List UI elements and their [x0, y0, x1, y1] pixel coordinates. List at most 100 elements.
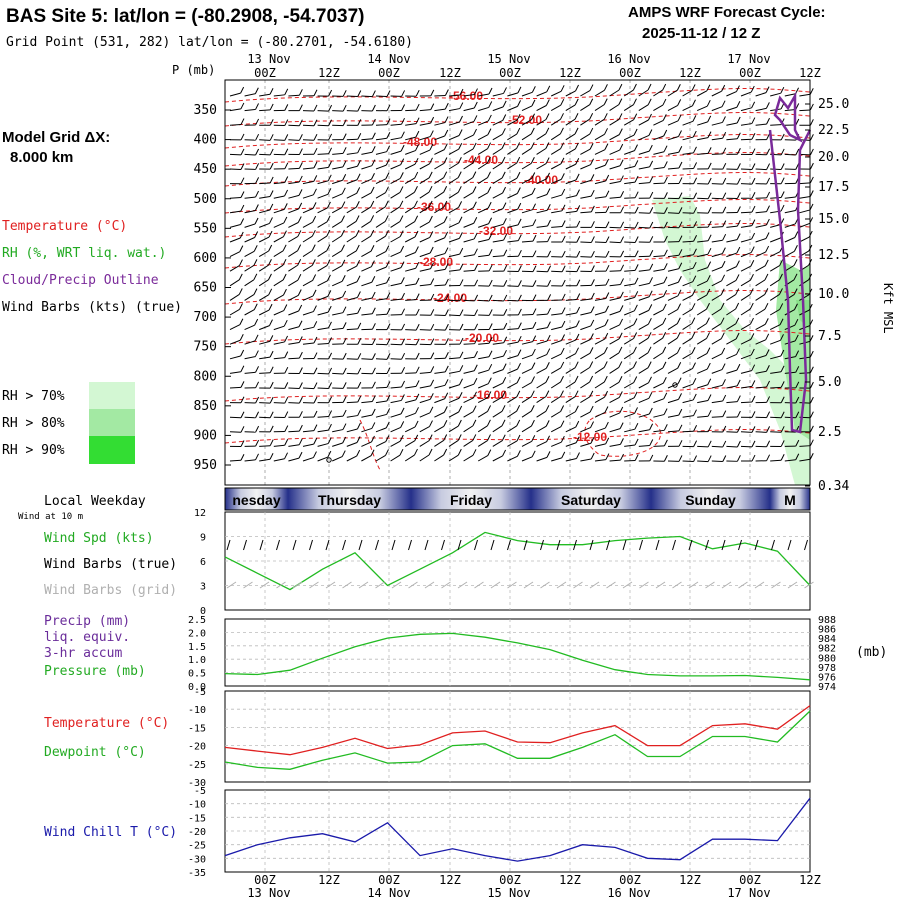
- wind-barb: [434, 253, 446, 258]
- wind-barb-flag: [414, 171, 419, 179]
- precip-y-tick: 0.0: [188, 682, 206, 693]
- wind-barb-flag: [269, 217, 273, 224]
- wind-barb: [565, 339, 577, 345]
- wind-barb-flag: [589, 347, 594, 354]
- wind-barb: [697, 152, 709, 155]
- true-wind-barb: [606, 539, 610, 551]
- wind-barb-flag: [517, 265, 522, 272]
- pressure-y-tick: 988: [818, 615, 836, 626]
- wind-barb: [536, 367, 547, 374]
- wind-barb: [346, 138, 358, 141]
- wind-barb-flag: [371, 435, 375, 443]
- wind-barb-flag: [371, 172, 375, 180]
- wind-barb-flag: [648, 113, 652, 121]
- wind-barb-flag: [282, 273, 287, 281]
- wind-barb: [682, 105, 693, 112]
- wind-barb: [536, 340, 548, 345]
- bottom-hour-label: 00Z: [378, 873, 400, 887]
- wind-barb-flag: [239, 245, 244, 252]
- wind-barb-flag: [648, 392, 653, 399]
- wind-barb-flag: [268, 303, 273, 311]
- wind-barb-flag: [707, 394, 712, 401]
- temperature-contour-label: -28.00: [419, 255, 453, 269]
- wind-barb-flag: [736, 348, 740, 355]
- wind-barb-flag: [340, 229, 345, 237]
- pressure-tick-label: 800: [194, 369, 217, 384]
- grid-wind-barb: [490, 581, 501, 589]
- wind-barb-flag: [370, 449, 375, 456]
- wind-barb-flag: [386, 381, 391, 388]
- wind-barb-flag: [401, 90, 406, 97]
- true-wind-barb: [507, 539, 511, 551]
- wind-barb-flag: [297, 289, 302, 296]
- bottom-hour-label: 12Z: [318, 873, 340, 887]
- wind-barb-flag: [678, 262, 683, 269]
- wind-barb: [244, 279, 255, 287]
- wind-barb-flag: [649, 439, 654, 446]
- wind-barb: [521, 410, 532, 418]
- precip-label-1: Precip (mm): [44, 614, 130, 629]
- wind-barb-flag: [766, 148, 771, 156]
- precip-y-tick: 1.5: [188, 642, 206, 653]
- wind-barb-flag: [620, 221, 625, 229]
- wind-barb-flag: [706, 274, 711, 282]
- wind-barb-flag: [357, 322, 362, 330]
- wind-barb-flag: [561, 279, 566, 287]
- wind-barb-flag: [386, 292, 391, 299]
- wind-barb-flag: [722, 233, 727, 241]
- wind-barb-flag: [342, 90, 347, 97]
- wind-barb: [682, 383, 694, 389]
- wind-barb: [448, 191, 459, 199]
- wind-barb-flag: [487, 186, 492, 193]
- wind-barb-flag: [487, 128, 492, 135]
- wind-barb-flag: [766, 133, 771, 140]
- wind-barb: [726, 385, 738, 389]
- wind-barb-flag: [575, 347, 579, 354]
- wind-barb: [346, 250, 357, 258]
- wind-barb-flag: [677, 114, 682, 122]
- wind-barb: [317, 207, 328, 214]
- wind-barb: [580, 458, 592, 462]
- wind-barb: [404, 426, 416, 433]
- wind-barb: [492, 192, 503, 199]
- wind-barb-flag: [472, 434, 477, 441]
- wind-barb: [419, 177, 430, 185]
- wind-barb-flag: [795, 350, 800, 357]
- wind-barb: [332, 166, 344, 170]
- wind-barb-flag: [736, 395, 741, 402]
- pressure-tick-label: 600: [194, 251, 217, 266]
- wind-barb-flag: [254, 217, 259, 225]
- wind-barb: [726, 308, 736, 316]
- wind-barb-flag: [561, 293, 566, 301]
- wind-barb: [521, 162, 532, 170]
- wind-barb-flag: [255, 425, 260, 433]
- wind-barb-flag: [766, 205, 770, 212]
- wind-barb-flag: [240, 102, 245, 110]
- wind-barb: [580, 118, 590, 126]
- wind-barb-flag: [240, 440, 245, 447]
- wind-barb: [755, 265, 766, 272]
- wind-barb-flag: [547, 250, 552, 258]
- wind-barb-flag: [399, 215, 404, 222]
- wind-barb-flag: [590, 205, 595, 213]
- wind-barb-flag: [487, 114, 492, 122]
- wind-barb-flag: [589, 375, 594, 383]
- wind-barb-flag: [590, 452, 595, 460]
- wind-barb-flag: [355, 229, 360, 237]
- wind-barb: [624, 296, 635, 301]
- wind-barb-flag: [370, 215, 375, 222]
- wind-barb-flag: [707, 147, 712, 154]
- rh80-label: RH > 80%: [2, 416, 65, 431]
- wind-barb: [726, 401, 738, 404]
- grid-wind-barb: [375, 581, 385, 589]
- wind-barb: [492, 369, 504, 374]
- wind-barb-flag: [678, 424, 683, 432]
- wind-barb-flag: [809, 453, 814, 460]
- wind-barb-flag: [618, 361, 623, 368]
- wind-barb-flag: [488, 323, 493, 330]
- wind-barb-flag: [313, 382, 318, 389]
- wind-chill-label: Wind Chill T (°C): [44, 825, 177, 840]
- wind-barb-flag: [399, 186, 404, 193]
- wind-barb-flag: [516, 127, 521, 135]
- wind-barb: [346, 372, 358, 375]
